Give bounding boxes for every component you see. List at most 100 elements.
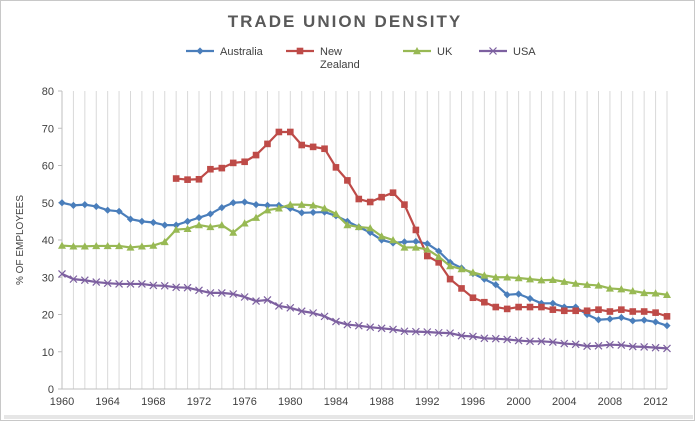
point-usa-1960-stroke-b <box>58 269 66 278</box>
point-uk-1988 <box>377 232 386 240</box>
point-usa-1977-stroke-b <box>252 297 260 306</box>
point-usa-1970-stroke-b <box>172 283 181 292</box>
point-uk-1975 <box>229 228 238 236</box>
point-australia-1962 <box>81 201 89 209</box>
point-new-zealand-1975 <box>229 159 237 167</box>
point-uk-1983 <box>320 204 329 212</box>
point-australia-2010 <box>629 317 637 325</box>
y-tick-label-20: 20 <box>42 310 54 322</box>
x-tick-label-1976: 1976 <box>232 396 256 408</box>
point-uk-1972 <box>194 221 203 229</box>
y-tick-label-80: 80 <box>42 86 54 98</box>
legend-marker-uk <box>413 47 421 55</box>
point-uk-1965 <box>115 241 124 250</box>
series-usa <box>58 269 671 353</box>
point-new-zealand-1992 <box>423 252 431 260</box>
point-usa-1995-stroke-b <box>457 331 466 340</box>
legend-label-australia: Australia <box>220 46 264 58</box>
point-usa-1987-stroke-b <box>366 323 375 332</box>
point-uk-1990 <box>400 243 409 251</box>
point-usa-1963-stroke-b <box>92 278 101 287</box>
point-usa-1962 <box>80 276 89 285</box>
point-australia-2013 <box>663 322 671 330</box>
point-usa-1964 <box>103 279 112 288</box>
point-usa-1996-stroke-b <box>469 332 477 341</box>
point-uk-1997 <box>480 271 489 279</box>
point-australia-1964 <box>104 206 112 214</box>
point-new-zealand-1996 <box>469 294 477 302</box>
point-new-zealand-1982 <box>309 143 317 151</box>
legend-item-new-zealand: New Zealand <box>286 46 360 71</box>
point-usa-1973-stroke-b <box>206 288 215 297</box>
point-usa-1989 <box>389 325 397 334</box>
point-uk-1969 <box>160 237 169 246</box>
point-australia-1965 <box>115 207 123 215</box>
point-new-zealand-1986 <box>355 195 363 203</box>
point-australia-1968 <box>149 218 157 227</box>
point-usa-1981 <box>297 307 306 316</box>
y-tick-label-70: 70 <box>42 123 54 135</box>
point-australia-2009 <box>617 313 625 322</box>
point-australia-1975 <box>229 199 237 207</box>
point-australia-1997 <box>480 275 488 283</box>
point-usa-2007-stroke-b <box>594 341 603 350</box>
point-australia-1990 <box>400 238 409 246</box>
point-usa-1997 <box>480 334 489 343</box>
point-new-zealand-1994 <box>446 275 454 283</box>
legend-item-uk: UK <box>403 46 453 58</box>
point-australia-1993 <box>435 247 443 255</box>
point-usa-1966-stroke-b <box>126 280 135 288</box>
point-usa-1999-stroke-b <box>503 335 512 344</box>
point-uk-1998 <box>491 273 500 281</box>
point-usa-1982-stroke-b <box>309 309 318 317</box>
y-tick-label-40: 40 <box>42 235 54 247</box>
point-new-zealand-1980 <box>287 128 294 136</box>
point-usa-1994-stroke-b <box>446 329 455 338</box>
legend-marker-usa-stroke-b <box>489 47 497 55</box>
point-uk-1962 <box>80 242 89 250</box>
point-uk-2009 <box>617 285 626 293</box>
point-usa-1969-stroke-b <box>160 281 169 290</box>
y-tick-label-30: 30 <box>42 272 54 284</box>
point-usa-1989-stroke-b <box>389 325 397 334</box>
legend-label-line-new-zealand-1: Zealand <box>320 59 360 71</box>
point-usa-1998-stroke-b <box>491 334 500 343</box>
point-new-zealand-1979 <box>275 128 283 136</box>
point-new-zealand-2013 <box>663 313 671 320</box>
point-usa-1983-stroke-b <box>320 312 329 321</box>
point-uk-1967 <box>137 242 146 250</box>
point-usa-2003 <box>548 338 557 346</box>
series-new-zealand <box>172 128 671 320</box>
point-australia-2000 <box>515 290 523 298</box>
point-new-zealand-1972 <box>195 175 203 183</box>
x-tick-labels: 1960 1964 1968 1972 1976 1980 1984 1988 1992 1996… <box>50 396 668 408</box>
point-usa-1997-stroke-b <box>480 334 489 343</box>
point-australia-2007 <box>594 316 603 324</box>
point-usa-1976-stroke-b <box>240 293 249 301</box>
point-usa-1975 <box>229 290 238 298</box>
point-usa-2012 <box>651 343 660 352</box>
point-uk-1963 <box>92 241 101 250</box>
point-uk-1977 <box>252 213 261 221</box>
y-tick-label-50: 50 <box>42 198 54 210</box>
point-new-zealand-1989 <box>389 189 397 196</box>
point-usa-1992-stroke-b <box>423 328 432 336</box>
point-australia-1977 <box>252 201 260 209</box>
point-usa-1984 <box>332 317 340 326</box>
point-usa-1993 <box>434 328 443 337</box>
point-usa-2011 <box>640 342 649 351</box>
point-usa-1971 <box>183 283 192 292</box>
point-uk-1981 <box>297 200 306 208</box>
point-new-zealand-1981 <box>298 141 306 149</box>
point-usa-1978 <box>263 296 272 304</box>
point-usa-1992 <box>423 328 432 336</box>
point-new-zealand-1987 <box>366 198 374 206</box>
point-usa-1978-stroke-b <box>263 296 272 304</box>
point-uk-1980 <box>286 200 295 208</box>
point-usa-1965 <box>115 280 123 288</box>
x-tick-label-2012: 2012 <box>643 396 667 408</box>
point-australia-1976 <box>241 198 249 206</box>
point-usa-2013-stroke-b <box>663 344 671 353</box>
point-new-zealand-2009 <box>618 306 625 313</box>
